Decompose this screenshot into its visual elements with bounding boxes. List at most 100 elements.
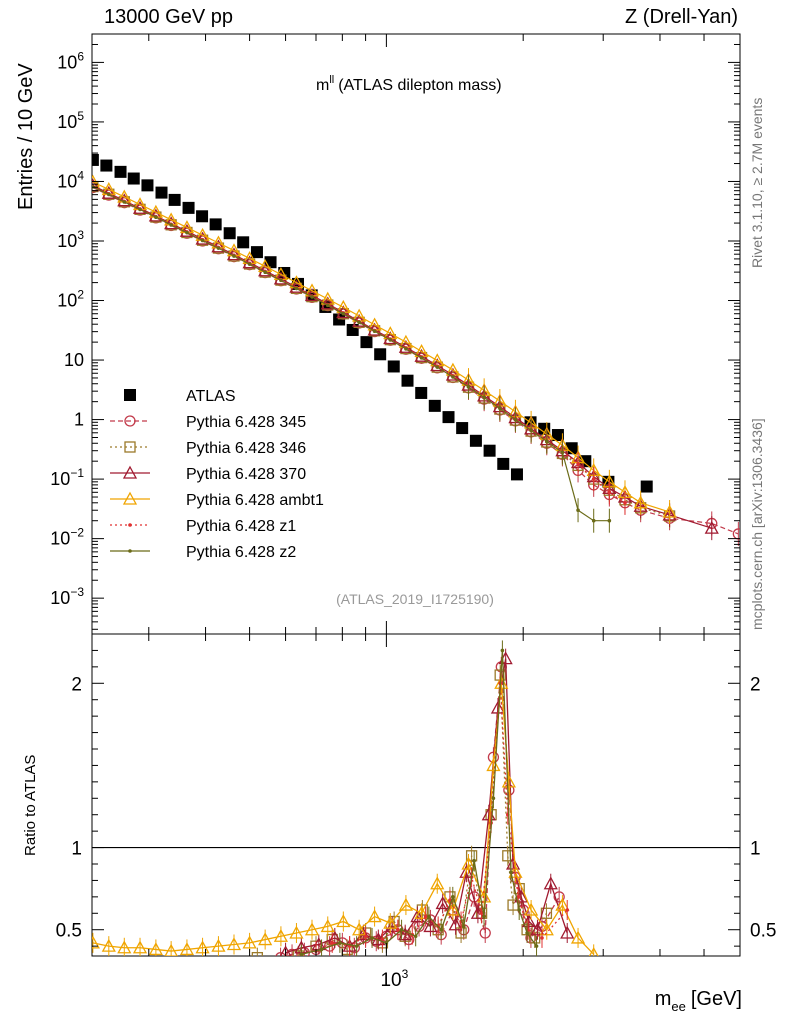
ratio-point [461, 924, 466, 929]
ratio-point [465, 850, 478, 862]
ratio-point [336, 914, 351, 928]
data-point [387, 360, 400, 373]
ratio-point [570, 930, 586, 944]
data-point [576, 508, 580, 513]
data-point [360, 336, 373, 349]
ratio-point [479, 927, 491, 939]
data-point [401, 374, 414, 387]
data-point [216, 246, 221, 250]
data-point [333, 313, 346, 326]
data-point [182, 201, 195, 214]
data-point [576, 462, 580, 466]
ratio-point [117, 940, 132, 954]
lower-y-tick-label-left: 2 [71, 674, 82, 695]
data-point [513, 417, 518, 422]
lower-y-tick-label-left: 0.5 [56, 921, 82, 942]
ratio-point [530, 922, 545, 936]
data-point [232, 254, 236, 258]
legend-label: ATLAS [186, 388, 236, 405]
ratio-point [525, 931, 529, 935]
data-point [482, 395, 486, 400]
data-point [400, 342, 412, 355]
data-point [466, 385, 471, 389]
ratio-point [500, 648, 505, 653]
data-point [223, 227, 236, 240]
legend-marker [124, 441, 136, 453]
data-point [341, 311, 346, 316]
ratio-point [459, 864, 474, 878]
ratio-point [367, 909, 382, 923]
data-point [633, 495, 648, 509]
ratio-point [427, 914, 431, 919]
ratio-point [320, 919, 335, 933]
ratio-line [301, 650, 538, 955]
data-point [290, 282, 303, 295]
data-point [469, 434, 482, 447]
data-point [196, 210, 209, 223]
data-point [591, 477, 596, 481]
data-point [368, 325, 381, 337]
ratio-point [553, 891, 565, 903]
data-point [551, 429, 564, 442]
data-point [483, 444, 496, 457]
data-point [591, 518, 596, 523]
legend-marker [128, 523, 132, 527]
legend: ATLAS Pythia 6.428 345 Pythia 6.428 346 Pyt… [110, 388, 324, 561]
lower-y-tick-label-right: 1 [750, 839, 761, 860]
data-point [127, 172, 140, 185]
ratio-line [282, 675, 548, 956]
data-point [294, 286, 299, 291]
data-point [138, 207, 142, 212]
data-point [92, 153, 99, 166]
legend-marker [122, 491, 138, 505]
legend-label: Pythia 6.428 346 [186, 440, 306, 457]
ratio-point [461, 856, 476, 870]
ratio-point [275, 951, 286, 956]
data-point [141, 179, 154, 192]
header-right-label: Z (Drell-Yan) [625, 6, 738, 28]
ratio-point [396, 927, 400, 932]
data-point [155, 186, 168, 199]
data-point [415, 386, 428, 399]
ratio-point [540, 907, 553, 919]
data-point [560, 450, 565, 455]
data-point [325, 303, 330, 308]
data-point [704, 520, 719, 534]
ratio-point [352, 922, 367, 936]
data-point [456, 422, 469, 435]
ratio-point [319, 947, 324, 952]
data-point [259, 266, 271, 278]
data-point [337, 308, 349, 320]
ratio-point [279, 945, 292, 956]
upper-y-tick-label: 106 [57, 49, 84, 72]
plot-frames [91, 33, 741, 957]
lower-panel-frame [91, 633, 741, 957]
chart-title: mll (ATLAS dilepton mass) [316, 74, 502, 94]
ratio-point [292, 950, 304, 956]
ratio-point [384, 941, 389, 945]
header-left-label: 13000 GeV pp [104, 6, 233, 28]
ratio-point [330, 941, 335, 945]
lower-panel-data [92, 640, 740, 956]
ratio-point [486, 758, 501, 772]
legend-label: Pythia 6.428 ambt1 [186, 492, 324, 509]
data-point [353, 316, 365, 328]
ratio-line [315, 683, 568, 952]
data-point [114, 165, 127, 178]
data-point [419, 356, 424, 360]
ratio-point [179, 942, 195, 956]
ratio-point [289, 925, 304, 939]
ratio-point [370, 936, 374, 940]
legend-marker [124, 389, 136, 401]
lower-y-tick-label-right: 2 [750, 674, 761, 695]
data-point [565, 442, 578, 455]
data-point [357, 320, 361, 325]
data-point [607, 490, 612, 495]
ratio-point [101, 938, 116, 952]
ratio-point [258, 932, 273, 946]
ratio-point [509, 870, 513, 875]
ratio-point [565, 908, 570, 912]
ratio-point [354, 944, 359, 948]
ratio-point [543, 876, 558, 890]
ratio-point [477, 889, 492, 903]
